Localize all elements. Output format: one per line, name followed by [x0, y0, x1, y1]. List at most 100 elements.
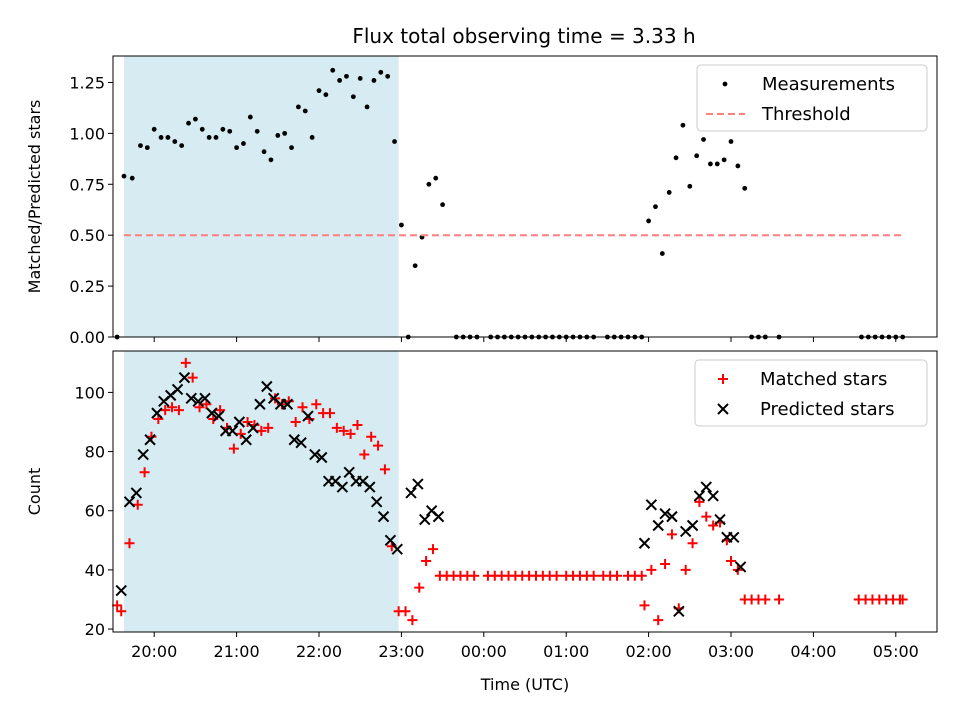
measurement-point: [261, 149, 267, 155]
measurement-point: [426, 181, 432, 187]
x-tick-label: 05:00: [873, 642, 919, 661]
predicted-star-point: [281, 398, 294, 410]
measurement-point: [742, 185, 748, 191]
predicted-star-point: [343, 466, 355, 478]
measurement-point: [694, 153, 700, 159]
matched-star-point: [366, 431, 377, 442]
measurement-point: [213, 135, 219, 140]
predicted-star-point: [137, 448, 149, 461]
measurement-point: [289, 145, 294, 151]
matched-star-point: [187, 372, 198, 383]
predicted-star-point: [714, 513, 726, 526]
x-tick-label: 00:00: [461, 642, 507, 661]
predicted-star-point: [144, 434, 156, 446]
measurement-point: [337, 78, 342, 83]
measurement-point: [179, 143, 185, 148]
predicted-star-point: [432, 510, 445, 523]
matched-star-point: [160, 405, 171, 416]
predicted-star-point: [419, 513, 431, 526]
matched-star-point: [612, 570, 623, 581]
matched-star-point: [701, 511, 712, 522]
y-tick-label: 80: [85, 443, 105, 462]
measurement-point: [165, 135, 171, 140]
measurement-point: [385, 73, 391, 79]
measurement-point: [344, 73, 349, 79]
predicted-star-point: [673, 605, 685, 618]
predicted-star-point: [123, 496, 136, 508]
matched-star-point: [112, 600, 123, 611]
matched-star-point: [897, 594, 908, 605]
legend-label: Threshold: [761, 104, 851, 125]
measurement-point: [138, 143, 143, 148]
measurement-point: [714, 161, 720, 167]
measurement-point: [121, 173, 127, 179]
measurement-point: [378, 69, 384, 75]
legend-label: Measurements: [762, 74, 895, 95]
measurement-point: [701, 137, 706, 142]
matched-star-point: [687, 538, 698, 549]
measurement-point: [399, 222, 404, 228]
matched-star-point: [139, 467, 150, 478]
measurement-point: [186, 120, 191, 126]
predicted-star-point: [364, 481, 376, 493]
measurement-point: [193, 116, 198, 122]
predicted-star-point: [302, 410, 314, 422]
matched-star-point: [345, 428, 356, 439]
measurement-point: [392, 139, 397, 144]
predicted-star-point: [377, 510, 390, 523]
matched-star-point: [167, 402, 178, 413]
matched-star-point: [228, 443, 239, 454]
predicted-star-point: [728, 531, 740, 544]
matched-star-point: [132, 499, 143, 510]
x-tick-label: 03:00: [708, 642, 754, 661]
matched-star-point: [352, 419, 363, 430]
measurement-point: [268, 157, 274, 163]
predicted-star-point: [707, 490, 719, 502]
measurement-point: [220, 126, 226, 132]
measurement-point: [721, 157, 727, 163]
measurement-point: [659, 251, 665, 256]
x-tick-label: 04:00: [790, 642, 836, 661]
matched-star-point: [180, 357, 191, 368]
count-panel: 20 40 60 80 100 20:00 21:00 22:00 23:00 00:00 01:0…: [25, 350, 938, 694]
legend-label: Matched stars: [760, 369, 887, 390]
predicted-star-point: [391, 543, 403, 555]
matched-star-point: [373, 440, 384, 451]
measurement-point: [206, 135, 212, 140]
measurement-point: [680, 122, 686, 128]
predicted-star-point: [686, 519, 699, 532]
y-tick-label: 0.25: [69, 277, 105, 296]
predicted-star-point: [130, 487, 143, 499]
matched-star-point: [639, 600, 650, 611]
measurement-point: [234, 145, 240, 151]
measurement-point: [330, 67, 336, 73]
matched-star-point: [646, 564, 657, 575]
matched-star-point: [653, 615, 664, 626]
measurement-point: [646, 218, 651, 224]
matched-star-point: [235, 428, 246, 439]
measurement-point: [735, 163, 741, 169]
predicted-star-point: [115, 584, 127, 597]
measurement-point: [241, 141, 246, 146]
ratio-panel: 0.00 0.25 0.50 0.75 1.00 1.25 Matched/Predicte…: [25, 55, 938, 347]
matched-star-point: [660, 558, 671, 569]
predicted-star-point: [645, 499, 658, 511]
predicted-star-point: [370, 496, 383, 508]
predicted-star-point: [316, 451, 328, 464]
legend-box: [694, 359, 928, 427]
shaded-interval: [123, 56, 399, 337]
predicted-star-point: [700, 481, 712, 493]
measurement-point: [357, 75, 363, 81]
matched-star-point: [680, 564, 691, 575]
matched-star-point: [708, 520, 719, 531]
legend: Matched stars Predicted stars: [694, 359, 928, 427]
series-predicted-stars: [115, 371, 747, 618]
measurement-point: [199, 126, 205, 132]
x-tick-label: 20:00: [131, 642, 177, 661]
measurement-point: [440, 202, 445, 208]
x-tick-label: 01:00: [543, 642, 589, 661]
measurement-point: [653, 204, 658, 210]
measurement-point: [158, 135, 164, 140]
predicted-star-point: [336, 481, 349, 493]
